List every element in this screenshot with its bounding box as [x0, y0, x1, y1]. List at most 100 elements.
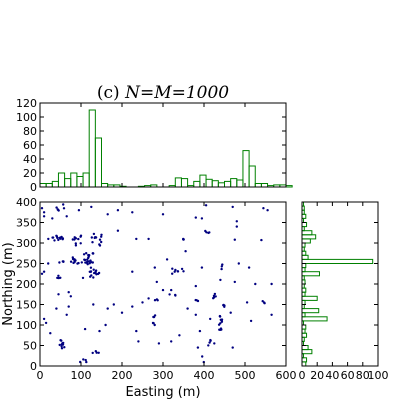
scatter-point — [194, 313, 197, 316]
scatter-point — [58, 261, 61, 264]
scatter-point — [220, 267, 223, 271]
scatter-point — [80, 261, 84, 264]
scatter-point — [61, 238, 64, 241]
scatter-point — [47, 262, 50, 265]
scatter-point — [81, 276, 85, 280]
scatter-point — [219, 322, 222, 325]
scatter-point — [62, 203, 65, 206]
y-histogram-bar — [301, 345, 309, 351]
x-histogram-bar — [224, 180, 232, 188]
scatter-point — [161, 213, 165, 216]
scatter-point — [151, 321, 155, 325]
scatter-plot: 0 100 200 300 400 500 600 0 50 100 150 200 250 300 350… — [16, 196, 297, 382]
scatter-point — [266, 209, 269, 212]
scatter-point — [194, 216, 197, 219]
scatter-point — [198, 329, 202, 333]
y-hist-tick-label: 100 — [368, 369, 389, 382]
scatter-point — [207, 344, 210, 347]
chart-title-prefix: (c) — [97, 83, 125, 103]
scatter-point — [79, 242, 82, 245]
scatter-point — [60, 345, 63, 348]
scatter-point — [42, 215, 46, 218]
scatter-point — [153, 323, 156, 327]
scatter-point — [92, 232, 96, 236]
scatter-point — [86, 263, 89, 266]
y-histogram-bar — [301, 357, 308, 363]
scatter-point — [219, 278, 222, 282]
x-tick-label: 200 — [112, 369, 133, 382]
scatter-point — [90, 274, 93, 277]
scatter-point — [209, 339, 212, 342]
scatter-point — [98, 244, 102, 247]
scatter-point — [61, 260, 64, 263]
scatter-point — [76, 262, 79, 265]
scatter-point — [92, 276, 95, 279]
scatter-point — [95, 351, 98, 354]
scatter-point — [65, 313, 68, 316]
scatter-point — [182, 238, 185, 241]
scatter-point — [55, 234, 58, 237]
x-hist-tick-label: 60 — [23, 139, 37, 152]
x-histogram-bar — [260, 183, 269, 188]
y-histogram-bar — [301, 213, 307, 219]
y-histogram-bar — [301, 324, 307, 330]
scatter-point — [263, 301, 266, 304]
scatter-point — [85, 252, 88, 255]
scatter-point — [200, 266, 204, 269]
scatter-point — [220, 265, 223, 268]
scatter-point — [204, 204, 208, 207]
scatter-point — [157, 342, 161, 345]
scatter-point — [91, 252, 95, 255]
scatter-point — [89, 266, 93, 269]
y-tick-label: 300 — [16, 237, 37, 250]
scatter-point — [87, 253, 90, 257]
y-histogram-bar — [301, 316, 328, 322]
scatter-point — [196, 346, 200, 349]
scatter-point — [95, 273, 98, 276]
scatter-point — [153, 299, 157, 302]
y-hist-tick-label: 40 — [325, 369, 339, 382]
scatter-point — [71, 257, 75, 261]
x-hist-tick-label: 20 — [23, 167, 37, 180]
scatter-point — [213, 292, 217, 296]
scatter-point — [84, 261, 87, 264]
scatter-point — [83, 327, 87, 331]
scatter-point — [270, 313, 273, 316]
scatter-point — [161, 288, 165, 292]
scatter-point — [247, 266, 251, 269]
chart-title: (c) N=M=1000 — [97, 83, 229, 103]
scatter-point — [55, 307, 58, 310]
scatter-point — [51, 217, 54, 220]
scatter-point — [120, 311, 124, 314]
scatter-point — [73, 259, 76, 262]
scatter-point — [69, 295, 73, 298]
scatter-point — [85, 360, 88, 364]
scatter-point — [186, 307, 189, 310]
scatter-point — [194, 284, 197, 288]
x-tick-label: 300 — [153, 369, 174, 382]
y-histogram-bar — [301, 234, 317, 240]
x-histogram-bar — [254, 183, 262, 188]
scatter-point — [82, 253, 86, 256]
scatter-point — [58, 343, 61, 347]
x-histogram-bar — [217, 182, 226, 188]
scatter-point — [44, 321, 48, 325]
x-histogram-bar — [88, 109, 96, 188]
scatter-point — [56, 236, 59, 240]
scatter-point — [209, 317, 212, 321]
x-tick-label: 400 — [194, 369, 215, 382]
scatter-point — [155, 298, 159, 301]
scatter-point — [235, 225, 238, 228]
scatter-point — [77, 237, 80, 241]
x-tick-label: 0 — [37, 369, 44, 382]
y-axis-label: Northing (m) — [1, 242, 16, 325]
scatter-point — [94, 236, 97, 239]
y-tick-label: 250 — [16, 258, 37, 271]
scatter-point — [90, 205, 93, 209]
y-tick-label: 200 — [16, 278, 37, 291]
chart-title-math: N=M=1000 — [124, 83, 229, 103]
y-hist-tick-label: 0 — [299, 369, 306, 382]
scatter-frame — [39, 201, 287, 367]
scatter-point — [141, 301, 144, 304]
